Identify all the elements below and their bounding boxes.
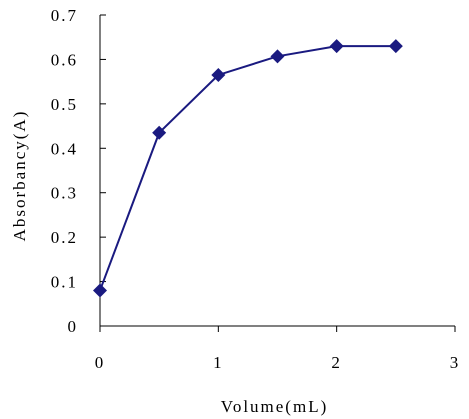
- x-tick-label: 1: [213, 353, 224, 372]
- data-point-marker: [329, 39, 344, 54]
- data-point-marker: [93, 283, 107, 298]
- y-tick-label: 0.5: [51, 95, 78, 114]
- x-axis-title: Volume(mL): [221, 397, 329, 416]
- y-tick-label: 0: [68, 317, 79, 336]
- data-point-marker: [211, 67, 226, 82]
- series-line: [99, 45, 396, 291]
- y-tick-label: 0.7: [51, 6, 78, 25]
- x-tick-label: 2: [331, 353, 342, 372]
- data-point-marker: [388, 39, 403, 54]
- y-tick-label: 0.1: [51, 273, 78, 292]
- y-tick-label: 0.6: [51, 50, 78, 69]
- axes: 0 0.1 0.2 0.3 0.4 0.5 0.6 0.7 0 1 2 3: [51, 6, 461, 372]
- data-point-marker: [152, 125, 167, 140]
- y-tick-label: 0.3: [51, 184, 78, 203]
- x-tick-label: 3: [450, 353, 461, 372]
- series-layer: [93, 39, 403, 298]
- y-axis-title: Absorbancy(A): [10, 110, 29, 242]
- y-tick-label: 0.2: [51, 228, 78, 247]
- data-point-marker: [270, 49, 285, 64]
- x-tick-label: 0: [95, 353, 106, 372]
- y-tick-label: 0.4: [51, 139, 78, 158]
